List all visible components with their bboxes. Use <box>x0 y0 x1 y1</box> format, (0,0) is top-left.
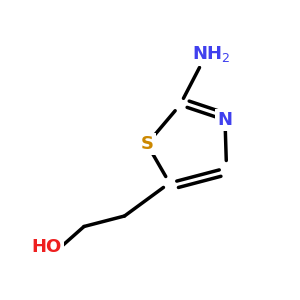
Text: NH$_2$: NH$_2$ <box>192 44 231 64</box>
Text: S: S <box>140 135 154 153</box>
Text: N: N <box>218 111 232 129</box>
Text: HO: HO <box>32 238 62 256</box>
